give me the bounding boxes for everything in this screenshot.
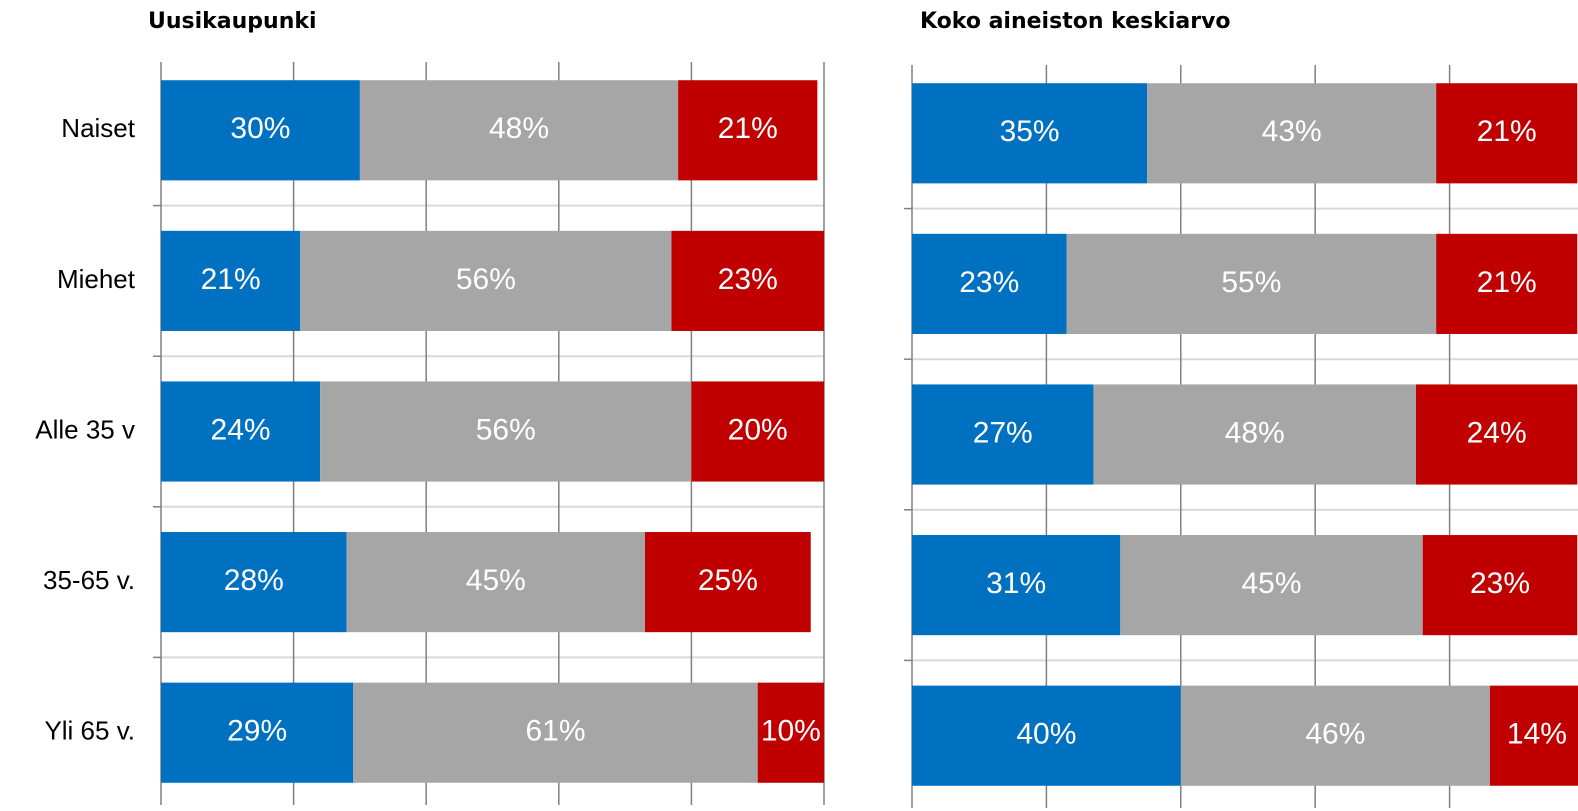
value-label: 23% <box>1470 567 1530 600</box>
bar-segment <box>912 83 1148 184</box>
value-label: 29% <box>227 715 287 748</box>
bar-segment <box>912 535 1121 636</box>
value-label: 61% <box>525 715 585 748</box>
value-label: 24% <box>1467 416 1527 449</box>
chart-title: Uusikaupunki <box>148 9 317 34</box>
value-label: 46% <box>1305 718 1365 751</box>
value-label: 21% <box>718 112 778 145</box>
value-label: 55% <box>1221 266 1281 299</box>
bar-segment <box>161 80 360 181</box>
bar-segment <box>678 80 818 181</box>
bar-segment <box>1147 83 1437 184</box>
value-label: 45% <box>466 564 526 597</box>
value-label: 25% <box>698 564 758 597</box>
bar-segment <box>1416 384 1578 485</box>
bar-segment <box>671 230 824 331</box>
value-label: 56% <box>476 413 536 446</box>
value-label: 23% <box>959 266 1019 299</box>
bar-segment <box>1436 83 1578 184</box>
value-label: 48% <box>489 112 549 145</box>
value-label: 43% <box>1262 115 1322 148</box>
value-label: 30% <box>230 112 290 145</box>
category-label: 35-65 v. <box>43 565 135 595</box>
bar-segment <box>1093 384 1416 485</box>
category-label: Alle 35 v <box>35 414 135 444</box>
bar-segment <box>346 532 645 633</box>
value-label: 24% <box>211 413 271 446</box>
value-label: 23% <box>718 263 778 296</box>
bar-segment <box>912 685 1181 786</box>
value-label: 48% <box>1225 416 1285 449</box>
value-label: 14% <box>1507 718 1567 751</box>
value-label: 21% <box>201 263 261 296</box>
bar-segment <box>691 381 824 482</box>
bar-segment <box>161 532 347 633</box>
value-label: 10% <box>761 715 821 748</box>
bar-segment <box>353 682 758 783</box>
chart-title: Koko aineiston keskiarvo <box>920 9 1231 34</box>
bar-segment <box>1489 685 1578 786</box>
bar-segment <box>757 682 824 783</box>
value-label: 45% <box>1241 567 1301 600</box>
category-label: Yli 65 v. <box>44 716 135 746</box>
bar-segment <box>912 233 1067 334</box>
bar-segment <box>161 230 301 331</box>
bar-segment <box>161 682 354 783</box>
value-label: 56% <box>456 263 516 296</box>
value-label: 21% <box>1477 115 1537 148</box>
bar-segment <box>1066 233 1437 334</box>
value-label: 35% <box>1000 115 1060 148</box>
bar-segment <box>1422 535 1578 636</box>
category-label: Miehet <box>57 264 136 294</box>
bar-segment <box>300 230 672 331</box>
bar-segment <box>1120 535 1423 636</box>
bar-segment <box>359 80 679 181</box>
bar-segment <box>1436 233 1578 334</box>
bar-segment <box>1180 685 1490 786</box>
bar-segment <box>161 381 321 482</box>
category-label: Naiset <box>61 113 135 143</box>
value-label: 20% <box>728 413 788 446</box>
bar-segment <box>320 381 692 482</box>
bar-segment <box>912 384 1094 485</box>
value-label: 40% <box>1016 718 1076 751</box>
value-label: 21% <box>1477 266 1537 299</box>
value-label: 27% <box>973 416 1033 449</box>
value-label: 28% <box>224 564 284 597</box>
bar-segment <box>644 532 811 633</box>
value-label: 31% <box>986 567 1046 600</box>
